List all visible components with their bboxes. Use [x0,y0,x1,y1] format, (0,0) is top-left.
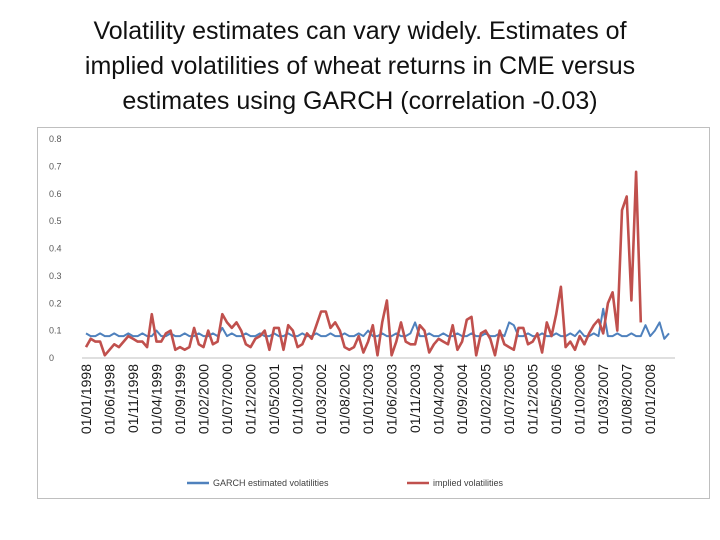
x-tick-label: 01/08/2002 [337,364,353,434]
x-tick-label: 01/03/2002 [313,364,329,434]
chart-frame [37,127,710,499]
x-tick-label: 01/09/1999 [172,364,188,434]
x-tick-label: 01/06/1998 [102,364,118,434]
x-tick-label: 01/01/2003 [360,364,376,434]
x-tick-label: 01/12/2005 [525,364,541,434]
implied-series-line [84,170,643,357]
y-tick-label: 0.5 [49,216,62,226]
x-tick-label: 01/02/2005 [478,364,494,434]
volatility-line-chart: 0 0.1 0.2 0.3 0.4 0.5 0.6 0.7 0.8 01/01/1998 01/06… [49,134,675,488]
x-tick-label: 01/08/2007 [619,364,635,434]
x-tick-label: 01/01/1998 [78,364,94,434]
x-tick-label: 01/04/2004 [431,364,447,434]
legend-label: GARCH estimated volatilities [213,478,329,488]
x-tick-label: 01/05/2001 [266,364,282,434]
x-tick-label: 01/10/2001 [290,364,306,434]
x-tick-label: 01/07/2005 [501,364,517,434]
garch-series-line [85,307,670,340]
y-tick-label: 0 [49,353,54,363]
x-tick-label: 01/04/1999 [149,364,165,434]
title-line-3: estimates using GARCH (correlation -0.03… [122,87,598,115]
x-tick-label: 01/11/1998 [125,364,141,433]
x-tick-label: 01/05/2006 [548,364,564,434]
legend-label: implied volatilities [433,478,504,488]
y-tick-label: 0.3 [49,271,62,281]
y-tick-label: 0.7 [49,161,62,171]
title-line-1: Volatility estimates can vary widely. Es… [93,17,627,45]
y-tick-label: 0.4 [49,244,62,254]
x-tick-label: 01/03/2007 [595,364,611,434]
y-tick-label: 0.2 [49,298,62,308]
x-tick-label: 01/02/2000 [196,364,212,434]
y-tick-label: 0.1 [49,326,62,336]
x-tick-label: 01/07/2000 [219,364,235,434]
x-tick-label: 01/01/2008 [642,364,658,434]
x-tick-label: 01/09/2004 [454,364,470,434]
y-tick-label: 0.8 [49,134,62,144]
x-tick-label: 01/06/2003 [384,364,400,434]
title-line-2: implied volatilities of wheat returns in… [84,52,636,80]
x-tick-label: 01/10/2006 [572,364,588,434]
x-tick-label: 01/11/2003 [407,364,423,433]
slide-title: Volatility estimates can vary widely. Es… [20,14,700,119]
y-tick-label: 0.6 [49,189,62,199]
x-tick-label: 01/12/2000 [243,364,259,434]
